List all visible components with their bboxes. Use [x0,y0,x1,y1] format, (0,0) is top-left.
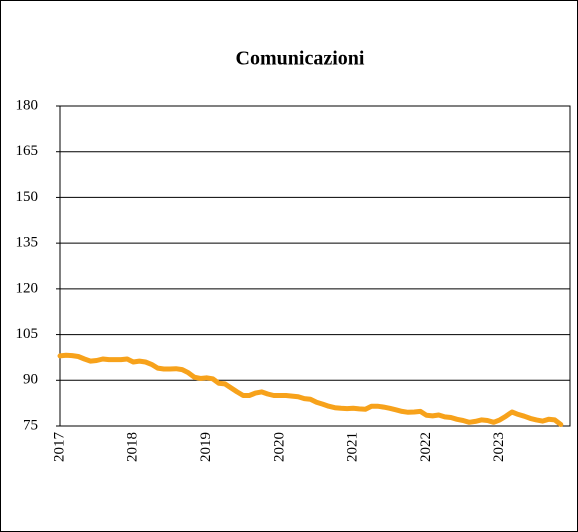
y-tick-label: 105 [16,326,39,342]
chart-title: Comunicazioni [236,48,365,70]
plot-area [59,105,571,427]
x-tick-label: 2022 [418,432,434,462]
x-tick-label: 2023 [491,432,507,462]
y-tick-label: 180 [16,97,39,113]
y-tick-label: 90 [23,372,38,388]
y-tick-label: 165 [16,143,39,159]
line [57,352,564,427]
x-tick-label: 2021 [345,432,361,462]
x-tick-label: 2019 [198,432,214,462]
y-tick-label: 135 [16,235,39,251]
y-tick-label: 150 [16,189,39,205]
y-tick-label: 75 [23,417,38,433]
y-tick-label: 120 [16,280,39,296]
x-tick-label: 2018 [125,432,141,462]
x-tick-label: 2017 [51,432,67,463]
x-tick-label: 2020 [271,432,287,462]
